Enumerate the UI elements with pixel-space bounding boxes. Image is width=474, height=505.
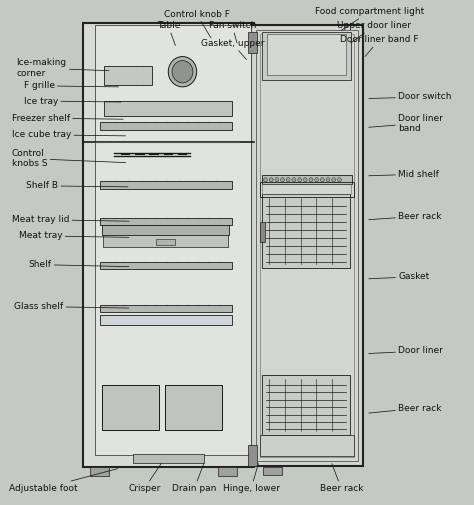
Bar [100, 181, 232, 189]
Circle shape [168, 57, 197, 87]
Bar [133, 454, 204, 463]
Text: Gasket, upper: Gasket, upper [201, 39, 264, 60]
Circle shape [275, 178, 279, 182]
Circle shape [269, 178, 273, 182]
Bar [102, 225, 229, 235]
Bar [262, 175, 352, 184]
Text: Beer rack: Beer rack [369, 212, 442, 221]
Bar [251, 25, 363, 466]
Text: Food compartment light: Food compartment light [315, 7, 424, 30]
Text: Upper door liner: Upper door liner [337, 21, 411, 43]
Bar [263, 467, 282, 475]
Bar [95, 25, 251, 454]
Bar [260, 222, 265, 242]
Bar [248, 32, 257, 53]
Text: Meat tray lid: Meat tray lid [12, 215, 129, 224]
Text: Mid shelf: Mid shelf [369, 170, 439, 179]
Text: Shelf B: Shelf B [26, 181, 128, 190]
Circle shape [315, 178, 319, 182]
Text: Control knob F: Control knob F [164, 10, 229, 38]
Circle shape [309, 178, 313, 182]
Bar [156, 239, 175, 245]
Text: Fan switch: Fan switch [209, 21, 256, 43]
Text: Glass shelf: Glass shelf [14, 302, 129, 311]
Bar [262, 184, 351, 194]
Text: Door liner
band: Door liner band [369, 114, 443, 133]
Text: Meat tray: Meat tray [19, 231, 129, 240]
Bar [260, 435, 354, 456]
Bar [103, 235, 228, 247]
Text: Gasket: Gasket [369, 272, 429, 281]
Circle shape [172, 61, 193, 83]
Bar [100, 122, 232, 130]
Bar [218, 467, 237, 476]
Bar [83, 23, 254, 467]
Text: Drain pan: Drain pan [172, 464, 217, 493]
Text: Door liner band F: Door liner band F [340, 35, 419, 57]
Text: Door liner: Door liner [369, 346, 443, 356]
Text: Ice-making
corner: Ice-making corner [17, 59, 109, 78]
Bar [100, 218, 232, 225]
Circle shape [303, 178, 307, 182]
Bar [104, 66, 152, 85]
Circle shape [326, 178, 330, 182]
Text: Adjustable foot: Adjustable foot [9, 469, 118, 493]
Text: Beer rack: Beer rack [369, 403, 442, 413]
Bar [262, 32, 351, 80]
Bar [248, 445, 257, 466]
Bar [104, 101, 232, 116]
Bar [256, 30, 358, 461]
Bar [100, 305, 232, 312]
Bar [102, 385, 159, 430]
Circle shape [337, 178, 341, 182]
Bar [260, 34, 354, 457]
Text: Ice tray: Ice tray [24, 96, 121, 106]
Circle shape [264, 178, 267, 182]
Bar [100, 262, 232, 269]
Bar [262, 375, 350, 435]
Bar [165, 385, 222, 430]
Text: F grille: F grille [24, 81, 119, 90]
Bar [260, 182, 354, 197]
Bar [90, 467, 109, 476]
Text: Door switch: Door switch [369, 92, 452, 102]
Bar [267, 34, 346, 75]
Circle shape [298, 178, 301, 182]
Text: Freezer shelf: Freezer shelf [12, 114, 123, 123]
Text: Control
knobs S: Control knobs S [12, 149, 126, 168]
Text: Beer rack: Beer rack [319, 464, 363, 493]
Bar [100, 315, 232, 325]
Circle shape [286, 178, 290, 182]
Text: Ice cube tray: Ice cube tray [12, 130, 126, 139]
Circle shape [292, 178, 296, 182]
Text: Table: Table [156, 21, 180, 45]
Bar [262, 194, 350, 268]
Text: Hinge, lower: Hinge, lower [223, 464, 280, 493]
Circle shape [281, 178, 284, 182]
Text: Shelf: Shelf [28, 260, 129, 269]
Text: Crisper: Crisper [128, 464, 161, 493]
Circle shape [320, 178, 324, 182]
Circle shape [332, 178, 336, 182]
